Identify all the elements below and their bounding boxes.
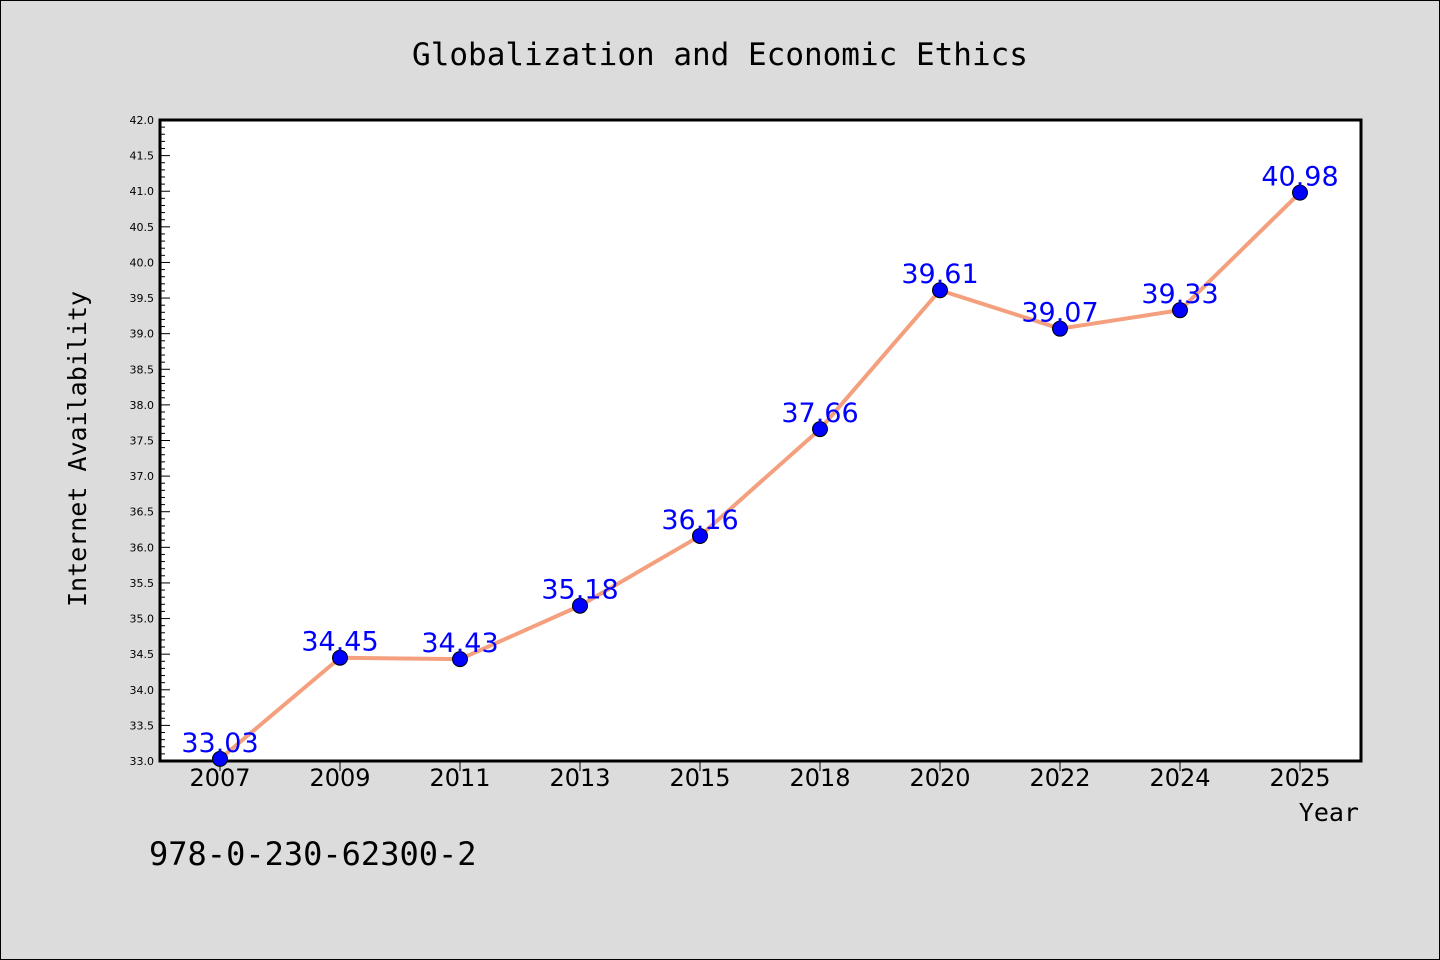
data-point (332, 649, 348, 666)
y-tick-label: 37.5 (130, 435, 155, 448)
isbn-text: 978-0-230-62300-2 (149, 835, 477, 873)
data-label: 34.43 (421, 628, 498, 659)
x-tick-label: 2018 (789, 764, 850, 792)
x-tick-label: 2020 (909, 764, 970, 792)
y-tick-label: 42.0 (130, 114, 155, 127)
y-tick-label: 35.0 (130, 613, 155, 626)
y-tick-label: 41.5 (130, 150, 155, 163)
y-tick-label: 34.5 (130, 648, 155, 661)
x-tick-label: 2013 (549, 764, 610, 792)
data-label: 33.03 (181, 728, 258, 759)
data-label: 40.98 (1261, 162, 1338, 193)
data-label: 37.66 (781, 398, 858, 429)
y-tick-label: 41.0 (130, 185, 155, 198)
data-label: 36.16 (661, 505, 738, 536)
data-label: 34.45 (301, 627, 378, 658)
data-point (1172, 302, 1188, 319)
x-tick-label: 2011 (429, 764, 490, 792)
y-axis-label: Internet Availability (63, 291, 92, 607)
x-tick-label: 2025 (1269, 764, 1330, 792)
x-axis-label: Year (1299, 798, 1359, 827)
x-tick-label: 2024 (1149, 764, 1210, 792)
data-label: 39.07 (1021, 298, 1098, 329)
data-point (1292, 184, 1308, 201)
data-point (1052, 320, 1068, 337)
y-tick-label: 37.0 (130, 470, 155, 483)
series-group: 33.03 34.45 34.43 35.18 36.16 37.66 39.61 39.07… (181, 162, 1339, 767)
y-tick-label: 39.5 (130, 292, 155, 305)
data-point (812, 421, 828, 438)
data-label: 39.61 (901, 259, 978, 290)
x-axis: 2007 2009 2011 2013 2015 2018 2020 2022 2024 2025 (189, 761, 1331, 792)
data-point (212, 750, 228, 767)
y-tick-label: 36.0 (130, 541, 155, 554)
data-label: 35.18 (541, 575, 618, 606)
chart-title: Globalization and Economic Ethics (412, 37, 1028, 73)
data-point (692, 527, 708, 544)
x-tick-label: 2009 (309, 764, 370, 792)
y-tick-label: 38.0 (130, 399, 155, 412)
y-tick-label: 40.5 (130, 221, 155, 234)
data-point (932, 282, 948, 299)
y-tick-label: 33.5 (130, 719, 155, 732)
series-line (218, 191, 1302, 761)
y-tick-label: 33.0 (130, 755, 155, 768)
data-point (572, 597, 588, 614)
x-tick-label: 2022 (1029, 764, 1090, 792)
x-tick-label: 2015 (669, 764, 730, 792)
plot-area (158, 118, 1363, 763)
y-tick-label: 39.0 (130, 328, 155, 341)
data-label: 39.33 (1141, 279, 1218, 310)
y-tick-label: 35.5 (130, 577, 155, 590)
y-tick-label: 34.0 (130, 684, 155, 697)
y-axis: 33.0 33.5 34.0 34.5 35.0 35.5 36.0 36.5 37.0 37.5… (130, 114, 170, 768)
y-tick-label: 36.5 (130, 506, 155, 519)
y-tick-label: 40.0 (130, 256, 155, 269)
x-tick-label: 2007 (189, 764, 250, 792)
data-point (452, 651, 468, 668)
y-tick-label: 38.5 (130, 363, 155, 376)
